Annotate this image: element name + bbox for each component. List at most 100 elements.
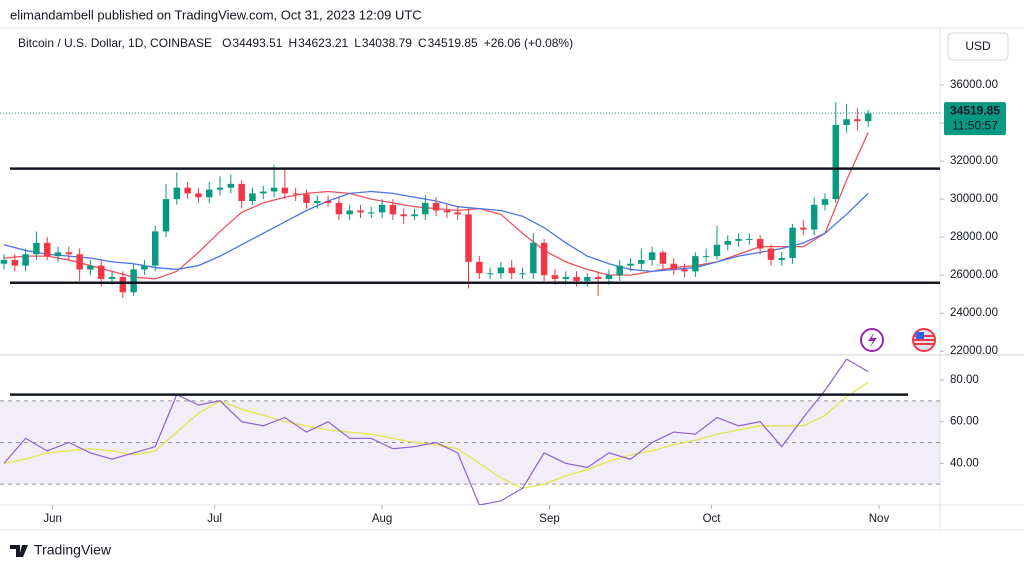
candle-body	[97, 265, 105, 279]
y-tick-label: 24000.00	[950, 307, 998, 319]
ohlc-value: 34038.79	[362, 36, 412, 50]
candle-body	[864, 113, 872, 122]
candle-body	[476, 261, 483, 274]
x-tick-label: Sep	[539, 513, 559, 525]
candle-body	[119, 277, 127, 293]
candle-body	[605, 275, 613, 279]
price-change: +26.06 (+0.08%)	[484, 36, 573, 50]
candle-body	[735, 239, 742, 241]
candle-body	[767, 248, 775, 260]
rsi-ma-line	[3, 381, 869, 490]
candle-body	[227, 183, 235, 188]
candle-body	[184, 187, 191, 194]
candle-body	[378, 204, 386, 213]
flag-canton	[916, 332, 924, 339]
candle-body	[810, 204, 818, 230]
rsi-tick-label: 80.00	[950, 374, 979, 386]
ohlc-value: 34519.85	[428, 36, 478, 50]
candle-body	[281, 187, 289, 194]
rsi-tick-label: 60.00	[950, 416, 979, 428]
candle-body	[270, 187, 278, 192]
candle-body	[724, 240, 731, 245]
candle-body	[540, 242, 548, 276]
candle-body	[530, 242, 537, 274]
candle-body	[638, 259, 645, 264]
candle-body	[432, 202, 440, 211]
candle-body	[616, 265, 623, 276]
footer-brand: TradingView	[34, 542, 112, 558]
x-tick-label: Oct	[703, 513, 722, 525]
candle-body	[627, 263, 634, 266]
candle-body	[789, 227, 796, 259]
candle-body	[486, 273, 494, 275]
symbol-title: Bitcoin / U.S. Dollar, 1D, COINBASE	[18, 36, 212, 50]
candle-body	[681, 269, 688, 272]
currency-button[interactable]	[947, 32, 1009, 61]
candle-body	[206, 189, 213, 198]
y-tick-label: 32000.00	[950, 155, 998, 167]
candle-body	[346, 210, 353, 215]
candle-body	[22, 254, 29, 266]
candle-body	[54, 252, 62, 257]
publish-header: elimandambell published on TradingView.c…	[10, 7, 422, 22]
candle-body	[335, 202, 343, 215]
candle-body	[519, 273, 526, 275]
candle-body	[249, 193, 256, 202]
candle-body	[756, 239, 764, 249]
footer-logo	[10, 545, 28, 557]
candle-body	[195, 193, 202, 198]
ohlc-value: 34493.51	[232, 36, 282, 50]
ohlc-key: H	[288, 36, 297, 50]
y-tick-label: 30000.00	[950, 193, 998, 205]
candle-body	[508, 267, 515, 274]
y-tick-label: 26000.00	[950, 269, 998, 281]
candle-body	[238, 183, 245, 202]
candle-body	[854, 119, 861, 122]
price-pane	[0, 102, 872, 298]
candle-body	[551, 275, 559, 279]
candle-body	[76, 254, 83, 270]
ohlc-key: O	[222, 36, 231, 50]
candle-body	[832, 124, 840, 200]
rsi-line	[3, 358, 869, 505]
candle-body	[292, 193, 299, 195]
candle-body	[648, 252, 656, 260]
candle-body	[713, 244, 721, 257]
candle-body	[562, 277, 569, 279]
candle-body	[11, 259, 19, 266]
x-tick-label: Jul	[207, 513, 222, 525]
candle-body	[411, 214, 418, 217]
x-tick-label: Aug	[372, 513, 392, 525]
candle-body	[692, 256, 699, 272]
candle-body	[800, 227, 807, 230]
events-icon-bolt	[868, 333, 877, 347]
candle-body	[314, 201, 321, 203]
candle-body	[173, 187, 181, 200]
candle-body	[746, 239, 753, 241]
candle-body	[303, 194, 310, 203]
candle-body	[584, 277, 591, 281]
y-tick-label: 22000.00	[950, 345, 998, 357]
candle-body	[443, 210, 451, 213]
candle-body	[497, 267, 505, 274]
candle-body	[389, 204, 397, 215]
y-tick-label: 36000.00	[950, 79, 998, 91]
candle-body	[573, 277, 580, 281]
last-price-box	[944, 102, 1006, 136]
candle-body	[454, 212, 461, 215]
candle-body	[0, 259, 8, 264]
candle-body	[422, 202, 429, 215]
last-price-label: 34519.85	[950, 103, 1000, 117]
candle-body	[324, 201, 332, 203]
candle-body	[843, 119, 850, 125]
indicator-icons	[860, 328, 936, 352]
ohlc-key: L	[354, 36, 361, 50]
currency-label: USD	[965, 39, 991, 53]
candle-body	[216, 187, 224, 190]
candle-body	[108, 277, 116, 279]
candle-body	[670, 263, 677, 270]
ohlc-value: 34623.21	[298, 36, 348, 50]
candle-body	[43, 242, 51, 257]
